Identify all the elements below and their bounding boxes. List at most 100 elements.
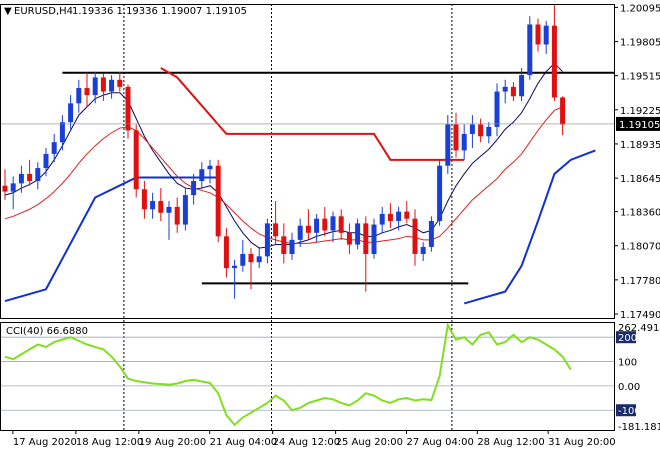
- bull-candle: [371, 224, 377, 254]
- bear-candle: [560, 97, 566, 125]
- bear-candle: [84, 88, 90, 96]
- bull-candle: [51, 142, 57, 154]
- time-tick-label: 28 Aug 12:00: [477, 437, 544, 448]
- bull-candle: [420, 246, 426, 254]
- bull-candle: [207, 165, 213, 170]
- time-tick-label: 19 Aug 20:00: [139, 437, 206, 448]
- price-axis: 1.20095 1.19805 1.19515 1.19225 1.18935 1.186…: [0, 3, 660, 321]
- bear-candle: [27, 173, 33, 182]
- cci-level-tag: [616, 331, 636, 344]
- stop-lines: [4, 67, 596, 305]
- bull-candle: [35, 168, 41, 182]
- bear-candle: [223, 236, 229, 269]
- time-tick-label: 25 Aug 20:00: [336, 437, 403, 448]
- bear-candle: [305, 225, 311, 233]
- cci-level-tag: [616, 404, 636, 417]
- bear-candle: [363, 223, 369, 254]
- bull-candle: [527, 24, 533, 76]
- bull-candle: [330, 216, 336, 231]
- vertical-separators: [123, 4, 453, 430]
- bull-candle: [502, 86, 508, 92]
- bull-candle: [297, 225, 303, 240]
- cci-plot-frame: [0, 322, 615, 431]
- bear-candle: [338, 216, 344, 233]
- cci-panel: 262.4914200 100 0.00 -100 -181.1819: [0, 322, 660, 433]
- price-tick-label: 1.19225: [620, 106, 660, 117]
- bull-candle: [150, 201, 156, 210]
- price-tick-label: 1.17490: [620, 310, 660, 321]
- bear-candle: [535, 24, 541, 45]
- header-symbol: EURUSD,H4: [14, 6, 73, 17]
- time-tick-label: 27 Aug 04:00: [406, 437, 473, 448]
- bull-candle: [445, 124, 451, 166]
- bear-candle: [453, 124, 459, 151]
- bear-candle: [412, 218, 418, 254]
- price-tick-label: 1.18070: [620, 242, 660, 253]
- candles: [2, 4, 566, 299]
- price-tick-label: 1.19805: [620, 38, 660, 49]
- bear-candle: [2, 185, 8, 192]
- bear-candle: [141, 189, 147, 210]
- bull-candle: [428, 221, 434, 247]
- bull-candle: [379, 213, 385, 225]
- time-tick-label: 24 Aug 12:00: [273, 437, 340, 448]
- bull-candle: [519, 75, 525, 97]
- bear-candle: [281, 236, 287, 254]
- bull-candle: [18, 173, 24, 184]
- bear-candle: [387, 213, 393, 222]
- bear-candle: [551, 25, 557, 98]
- header-arrow[interactable]: ▼: [4, 6, 12, 17]
- bull-candle: [486, 126, 492, 137]
- price-tick-label: 1.20095: [620, 3, 660, 14]
- header-ohlc: 1.19336 1.19336 1.19007 1.19105: [72, 6, 247, 17]
- cci-tick-label: 0.00: [618, 382, 640, 393]
- bull-candle: [494, 91, 500, 127]
- time-tick-label: 17 Aug 2020: [13, 437, 77, 448]
- bear-candle: [133, 130, 139, 190]
- bull-candle: [396, 211, 402, 222]
- bull-candle: [43, 153, 49, 169]
- bear-candle: [248, 253, 254, 263]
- bull-candle: [68, 103, 74, 123]
- price-tick-label: 1.19515: [620, 72, 660, 83]
- cci-tick-label: -100: [618, 406, 641, 417]
- bull-candle: [240, 253, 246, 266]
- cci-tick-label: 200: [618, 333, 637, 344]
- time-tick-label: 31 Aug 20:00: [548, 437, 615, 448]
- bull-candle: [10, 183, 16, 192]
- bull-candle: [355, 223, 361, 245]
- bear-candle: [117, 79, 123, 87]
- bear-candle: [404, 211, 410, 219]
- current-price-label: 1.19105: [619, 120, 660, 131]
- cci-tick-label: 100: [618, 358, 637, 369]
- bull-candle: [264, 223, 270, 257]
- bull-candle: [76, 88, 82, 104]
- bull-candle: [461, 133, 467, 151]
- bear-candle: [215, 165, 221, 237]
- bull-candle: [289, 239, 295, 254]
- bull-candle: [256, 256, 262, 263]
- bull-candle: [109, 79, 115, 92]
- bull-candle: [469, 124, 475, 134]
- bull-candle: [59, 122, 65, 143]
- bear-candle: [322, 218, 328, 231]
- bull-candle: [543, 25, 549, 45]
- bull-candle: [191, 181, 197, 196]
- bear-candle: [510, 86, 516, 97]
- bull-candle: [182, 195, 188, 225]
- price-tick-label: 1.17780: [620, 276, 660, 287]
- bull-candle: [437, 165, 443, 222]
- price-tick-label: 1.18935: [620, 140, 660, 151]
- time-tick-label: 18 Aug 12:00: [76, 437, 143, 448]
- bull-candle: [232, 265, 238, 269]
- cci-tick-label: 262.4914: [618, 323, 660, 334]
- current-price-tag: [616, 116, 660, 131]
- time-tick-label: 21 Aug 04:00: [210, 437, 277, 448]
- stop_blue_2-line: [463, 149, 596, 305]
- bear-candle: [100, 77, 106, 92]
- bull-candle: [314, 218, 320, 233]
- cci-tick-label: -181.1819: [618, 422, 660, 433]
